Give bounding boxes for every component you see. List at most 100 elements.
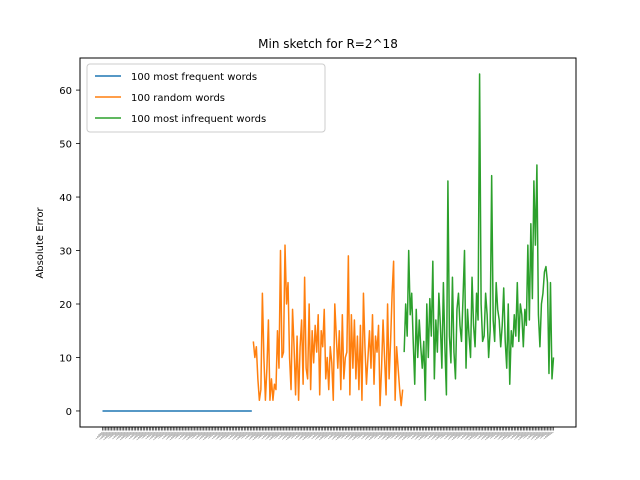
legend-label-3: 100 most infrequent words bbox=[131, 114, 266, 125]
x-tick-label-mark bbox=[313, 431, 319, 436]
x-tick-label-mark bbox=[461, 431, 470, 438]
x-tick-label-mark bbox=[105, 431, 112, 437]
x-tick-label-mark bbox=[154, 431, 163, 439]
x-tick-label-mark bbox=[352, 431, 364, 441]
x-tick-label-mark bbox=[519, 431, 528, 439]
x-tick-label-mark bbox=[242, 431, 249, 437]
x-tick-label-mark bbox=[145, 431, 156, 440]
x-tick-label-mark bbox=[159, 431, 166, 437]
x-tick-label-mark bbox=[378, 431, 387, 438]
x-tick-label-mark bbox=[424, 431, 432, 437]
x-tick-label-mark bbox=[232, 431, 243, 440]
x-tick-label-mark bbox=[98, 431, 103, 436]
plot-frame bbox=[79, 57, 577, 428]
x-tick-label-mark bbox=[304, 431, 311, 437]
x-tick-label-mark bbox=[151, 431, 157, 436]
x-tick-label-mark bbox=[237, 431, 246, 439]
x-tick-label-mark bbox=[191, 431, 201, 439]
x-tick-label-mark bbox=[275, 431, 283, 437]
y-tick-label: 0 bbox=[66, 407, 72, 418]
x-tick-label-mark bbox=[456, 431, 467, 439]
x-tick-label-mark bbox=[267, 431, 274, 436]
x-tick-label-mark bbox=[430, 431, 435, 436]
x-tick-label-mark bbox=[288, 431, 295, 437]
x-tick-label-mark bbox=[387, 431, 394, 437]
x-tick-label-mark bbox=[367, 431, 373, 436]
x-tick-label-mark bbox=[283, 431, 292, 438]
x-tick-label-mark bbox=[165, 431, 177, 440]
x-tick-label-mark bbox=[493, 431, 504, 440]
x-tick-label-mark bbox=[229, 431, 237, 438]
x-tick-label-mark bbox=[501, 431, 513, 441]
x-tick-label-mark bbox=[135, 431, 141, 436]
x-tick-label-mark bbox=[315, 431, 326, 440]
x-tick-label-mark bbox=[386, 431, 396, 439]
x-tick-label-mark bbox=[358, 431, 366, 437]
x-tick-label-mark bbox=[544, 431, 553, 438]
x-tick-label-mark bbox=[215, 431, 227, 440]
x-tick-label-mark bbox=[325, 431, 332, 437]
x-tick-label-mark bbox=[250, 431, 258, 438]
x-tick-label-mark bbox=[112, 431, 123, 440]
x-tick-label-mark bbox=[403, 431, 412, 439]
x-tick-label-mark bbox=[446, 431, 452, 436]
x-tick-label-mark bbox=[161, 431, 173, 440]
x-tick-label-mark bbox=[529, 431, 535, 436]
x-tick-label-mark bbox=[265, 431, 277, 440]
x-tick-label-mark bbox=[230, 431, 236, 436]
x-tick-label-mark bbox=[225, 431, 233, 437]
x-tick-label-mark bbox=[489, 431, 500, 439]
x-tick-label-mark bbox=[380, 431, 385, 436]
x-tick-label-mark bbox=[233, 431, 242, 438]
x-tick-label-mark bbox=[428, 431, 436, 438]
x-tick-label-mark bbox=[440, 431, 450, 439]
x-tick-label-mark bbox=[327, 431, 338, 440]
x-tick-label-mark bbox=[146, 431, 154, 438]
x-tick-label-mark bbox=[512, 431, 518, 436]
x-tick-label-mark bbox=[460, 431, 471, 440]
x-tick-label-mark bbox=[252, 431, 265, 441]
x-tick-label-mark bbox=[449, 431, 458, 438]
x-tick-label-mark bbox=[261, 431, 272, 440]
x-tick-label-mark bbox=[114, 431, 120, 436]
series-line-2 bbox=[252, 244, 404, 407]
x-tick-label-mark bbox=[202, 431, 215, 441]
x-tick-label-mark bbox=[257, 431, 268, 439]
x-tick-label-mark bbox=[324, 431, 334, 439]
x-tick-label-mark bbox=[483, 431, 489, 436]
x-tick-label-mark bbox=[504, 431, 510, 437]
x-tick-label-mark bbox=[192, 431, 200, 437]
x-tick-label-mark bbox=[186, 431, 198, 441]
x-tick-label-mark bbox=[139, 431, 145, 437]
x-tick-label-mark bbox=[320, 431, 329, 439]
x-tick-label-mark bbox=[496, 431, 501, 436]
plot-area: 0 10 20 30 40 50 60 bbox=[59, 73, 555, 441]
x-tick-label-mark bbox=[262, 431, 271, 438]
x-tick-label-mark bbox=[546, 431, 551, 436]
x-tick-label-mark bbox=[518, 431, 530, 441]
x-tick-label-mark bbox=[435, 431, 447, 441]
x-tick-label-mark bbox=[368, 431, 381, 441]
x-tick-label-mark bbox=[498, 431, 507, 438]
x-tick-label-mark bbox=[167, 431, 176, 438]
x-tick-label-mark bbox=[464, 431, 476, 440]
x-tick-label-mark bbox=[294, 431, 305, 440]
x-tick-label-mark bbox=[126, 431, 133, 437]
x-tick-label-mark bbox=[119, 431, 132, 441]
x-tick-label-mark bbox=[331, 431, 343, 440]
x-tick-label-mark bbox=[441, 431, 449, 437]
x-tick-label-mark bbox=[537, 431, 544, 437]
x-tick-label-mark bbox=[348, 431, 360, 440]
x-tick-label-mark bbox=[541, 431, 548, 437]
x-tick-label-mark bbox=[507, 431, 515, 437]
x-tick-label-mark bbox=[410, 431, 421, 440]
x-tick-label-mark bbox=[113, 431, 121, 438]
x-tick-label-mark bbox=[211, 431, 222, 440]
x-tick-label-mark bbox=[266, 431, 275, 438]
x-tick-label-mark bbox=[251, 431, 257, 436]
x-tick-label-mark bbox=[347, 431, 352, 436]
x-tick-label-mark bbox=[122, 431, 129, 437]
x-tick-label-mark bbox=[295, 431, 304, 438]
x-tick-label-mark bbox=[316, 431, 325, 438]
